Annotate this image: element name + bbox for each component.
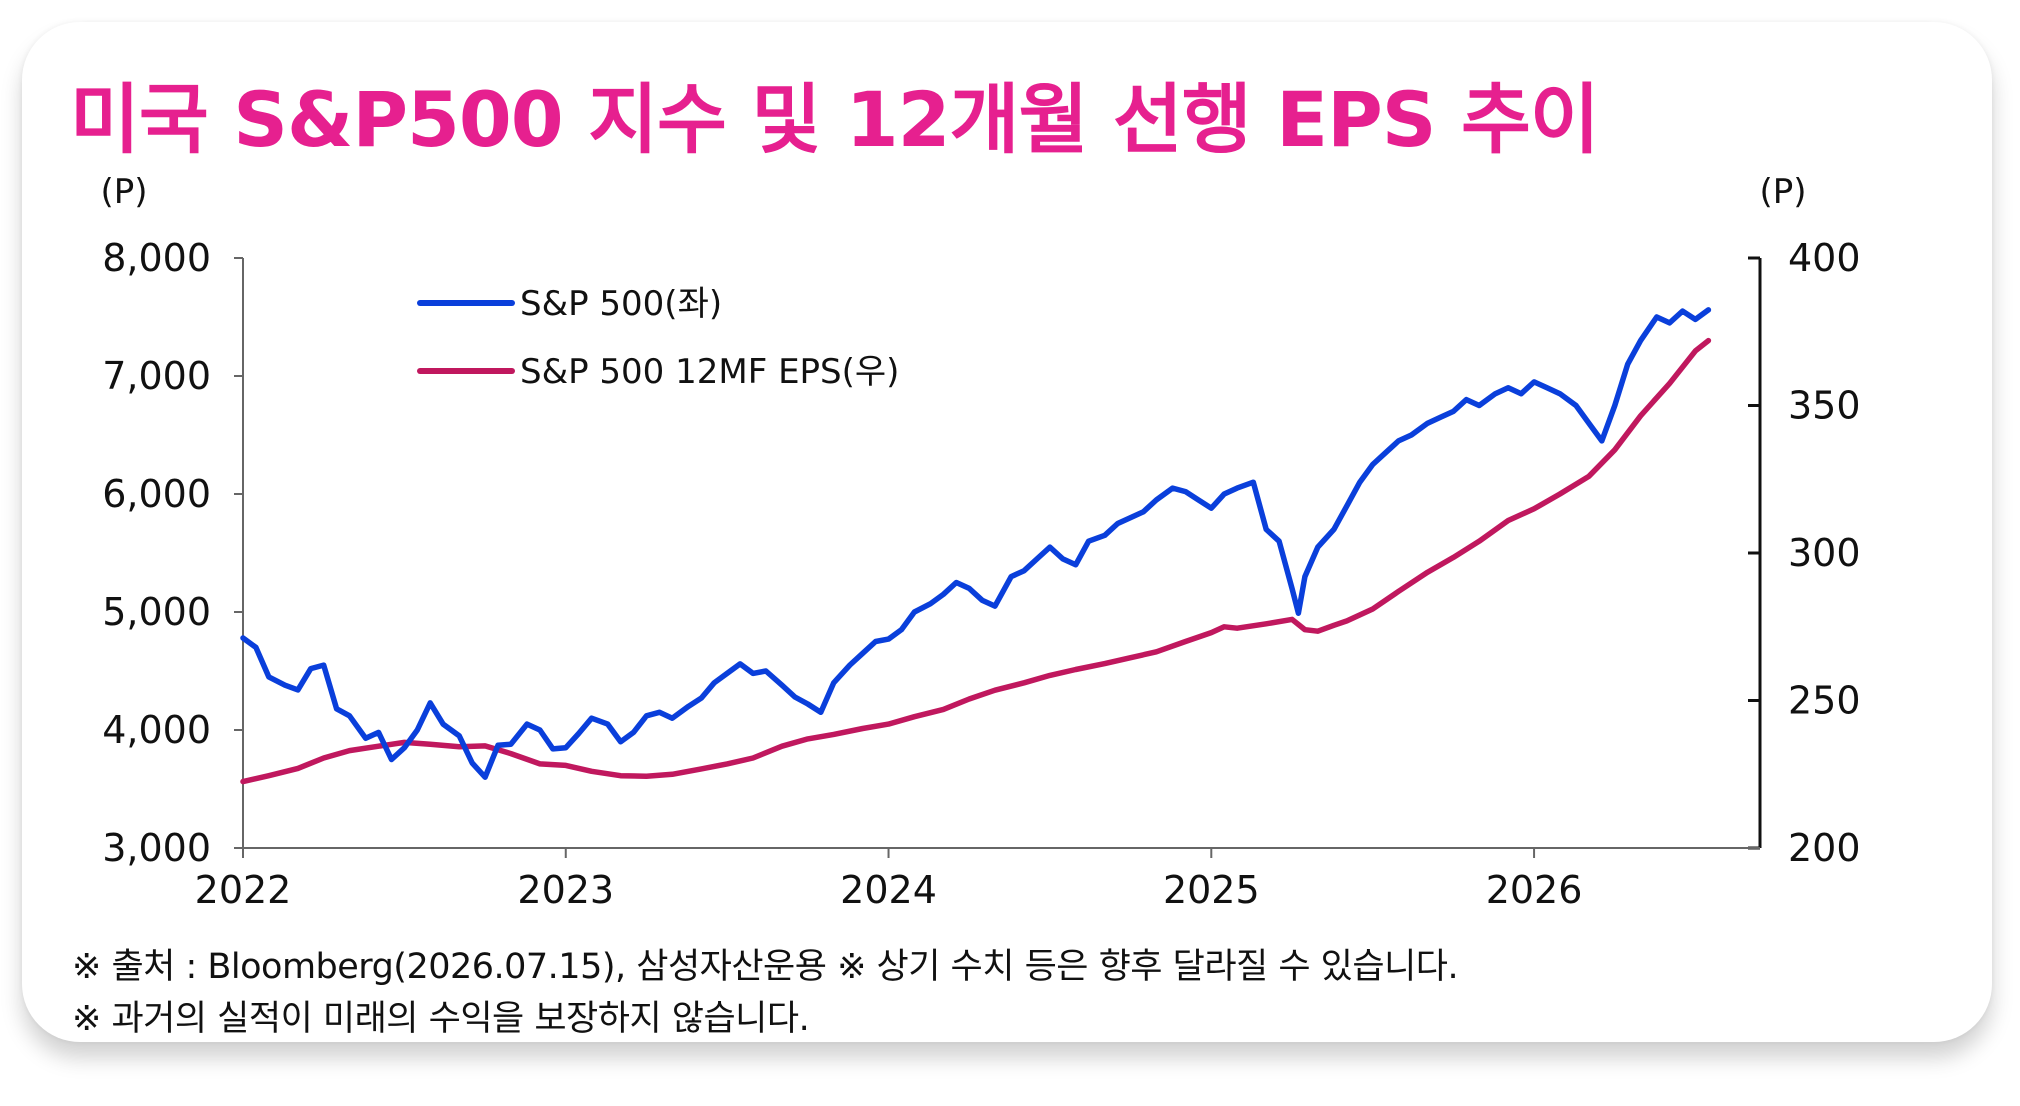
chart-card [22,22,1992,1042]
x-tick-label: 2026 [1486,868,1583,912]
x-tick-group: 2022 2023 2024 2025 2026 [195,848,1583,912]
left-tick-label: 5,000 [102,590,211,634]
right-tick-label: 300 [1788,531,1861,575]
series-line-eps [240,337,1712,785]
legend: S&P 500(좌) S&P 500 12MF EPS(우) [417,284,899,392]
left-tick-label: 7,000 [102,354,211,398]
x-tick-label: 2022 [195,868,292,912]
left-tick-label: 4,000 [102,708,211,752]
x-tick-label: 2023 [517,868,614,912]
right-tick-label: 200 [1788,826,1861,870]
left-tick-label: 6,000 [102,472,211,516]
right-tick-label: 400 [1788,236,1861,280]
right-axis-unit: (P) [1759,172,1806,212]
x-axis: 2022 2023 2024 2025 2026 [195,847,1760,912]
source-note: ※ 출처 : Bloomberg(2026.07.15), 삼성자산운용 ※ 상… [72,947,1459,987]
left-tick-label: 3,000 [102,826,211,870]
series-line-sp500 [240,307,1712,780]
x-tick-label: 2025 [1163,868,1260,912]
series-layer [240,307,1712,785]
right-axis: 200 250 300 350 400 (P) [1748,172,1861,870]
right-tick-group: 200 250 300 350 400 [1748,236,1861,870]
left-axis: 3,000 4,000 5,000 6,000 7,000 8,000 (P) [100,172,244,870]
left-tick-label: 8,000 [102,236,211,280]
left-axis-unit: (P) [100,172,147,212]
right-tick-label: 250 [1788,679,1861,723]
right-tick-label: 350 [1788,384,1861,428]
left-tick-group: 3,000 4,000 5,000 6,000 7,000 8,000 [102,236,243,870]
disclaimer-note: ※ 과거의 실적이 미래의 수익을 보장하지 않습니다. [72,999,810,1039]
legend-label-eps: S&P 500 12MF EPS(우) [520,352,899,392]
chart-title: 미국 S&P500 지수 및 12개월 선행 EPS 추이 [70,75,1600,164]
x-tick-label: 2024 [840,868,937,912]
legend-label-sp500: S&P 500(좌) [520,284,722,324]
